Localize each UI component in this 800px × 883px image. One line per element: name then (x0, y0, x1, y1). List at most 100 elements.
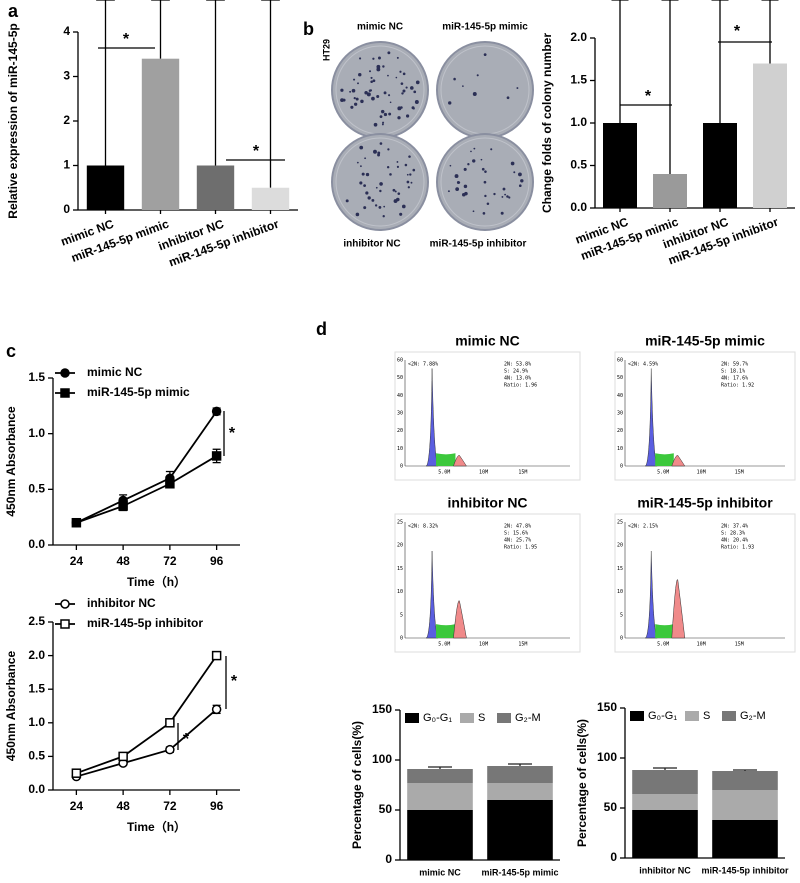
colony (518, 172, 522, 177)
colony (366, 92, 371, 97)
colony (396, 56, 399, 59)
colony (383, 205, 386, 208)
flow-gate: <2N: 2.15% (628, 524, 658, 530)
colony (361, 172, 365, 176)
legend-label: inhibitor NC (87, 596, 156, 610)
colony (356, 161, 359, 164)
colony (462, 85, 464, 87)
colony (394, 190, 397, 193)
colony (405, 86, 408, 89)
bar-segment (632, 770, 698, 794)
colony (393, 199, 398, 203)
flow-y-tick: 25 (397, 520, 403, 526)
colony (371, 198, 375, 202)
marker (165, 479, 175, 489)
flow-y-tick: 40 (617, 393, 623, 399)
marker (211, 650, 222, 661)
flow-stat: 4N: 17.6% (721, 376, 748, 382)
colony (375, 186, 378, 189)
marker (211, 451, 222, 461)
legend-swatch (685, 711, 699, 721)
colony (372, 57, 375, 60)
x-tick-label: 24 (70, 799, 84, 813)
legend-marker (60, 368, 70, 378)
colony (467, 163, 470, 166)
flow-frame (614, 513, 796, 653)
colony (482, 212, 486, 215)
colony (380, 109, 385, 114)
colony (518, 184, 522, 188)
colony (486, 202, 490, 206)
colony (461, 192, 466, 197)
flow-y-tick: 20 (617, 543, 623, 549)
s-phase (436, 624, 456, 638)
flow-x-tick: 15M (735, 642, 744, 648)
colony (483, 180, 487, 184)
colony (374, 204, 378, 207)
colony (386, 165, 390, 169)
colony (382, 215, 385, 218)
y-tick-label: 100 (597, 750, 617, 764)
colony (401, 204, 406, 209)
y-tick-label: 1.0 (28, 426, 45, 440)
culture-plate (331, 41, 429, 139)
y-tick-label: 3 (63, 69, 70, 83)
flow-y-tick: 0 (620, 636, 623, 642)
significance-mark: * (183, 731, 190, 748)
legend-swatch (405, 713, 419, 723)
panel-label: b (303, 19, 314, 39)
s-phase (655, 624, 674, 638)
x-tick-label: 96 (210, 554, 224, 568)
bar (603, 123, 637, 208)
colony (453, 77, 456, 81)
colony (470, 150, 472, 153)
panel-label: d (316, 319, 327, 339)
flow-x-tick: 10M (479, 642, 488, 648)
flow-y-tick: 60 (397, 358, 403, 364)
colony (372, 79, 376, 83)
flow-y-tick: 20 (397, 428, 403, 434)
colony (490, 148, 493, 151)
colony (363, 184, 366, 188)
colony (360, 165, 362, 168)
colony (483, 53, 487, 57)
flow-x-tick: 5.0M (657, 642, 669, 648)
colony (399, 70, 402, 73)
colony (373, 149, 377, 154)
colony (397, 116, 401, 120)
y-tick-label: 150 (372, 702, 392, 716)
legend-label: miR-145-5p mimic (87, 385, 190, 399)
bar (703, 123, 737, 208)
flow-x-tick: 5.0M (657, 470, 669, 476)
g2-peak (453, 600, 467, 639)
flow-stat: 2N: 47.8% (504, 524, 531, 530)
colony (358, 57, 362, 60)
colony (383, 112, 388, 117)
colony (410, 86, 414, 90)
flow-stat: Ratio: 1.96 (504, 383, 537, 389)
legend-label: mimic NC (87, 365, 143, 379)
line (76, 655, 218, 775)
bar-segment (407, 769, 473, 783)
s-phase (655, 453, 674, 466)
y-tick-label: 0 (385, 852, 392, 866)
flow-frame (614, 351, 796, 481)
colony (379, 182, 383, 186)
flow-x-tick: 15M (518, 470, 527, 476)
colony (472, 210, 475, 213)
colony (373, 122, 378, 127)
flow-stat: 4N: 25.7% (504, 538, 531, 544)
bar-segment (487, 800, 553, 860)
bar (753, 63, 787, 208)
legend-swatch (497, 713, 511, 723)
colony (400, 82, 404, 85)
bar-segment (632, 794, 698, 810)
significance-mark: * (229, 425, 236, 442)
flow-y-tick: 10 (397, 589, 403, 595)
flow-x-tick: 5.0M (438, 470, 450, 476)
significance-mark: * (645, 88, 652, 105)
bar-segment (407, 783, 473, 810)
y-tick-label: 1.5 (28, 370, 45, 384)
colony (484, 194, 487, 198)
significance-mark: * (231, 673, 238, 690)
